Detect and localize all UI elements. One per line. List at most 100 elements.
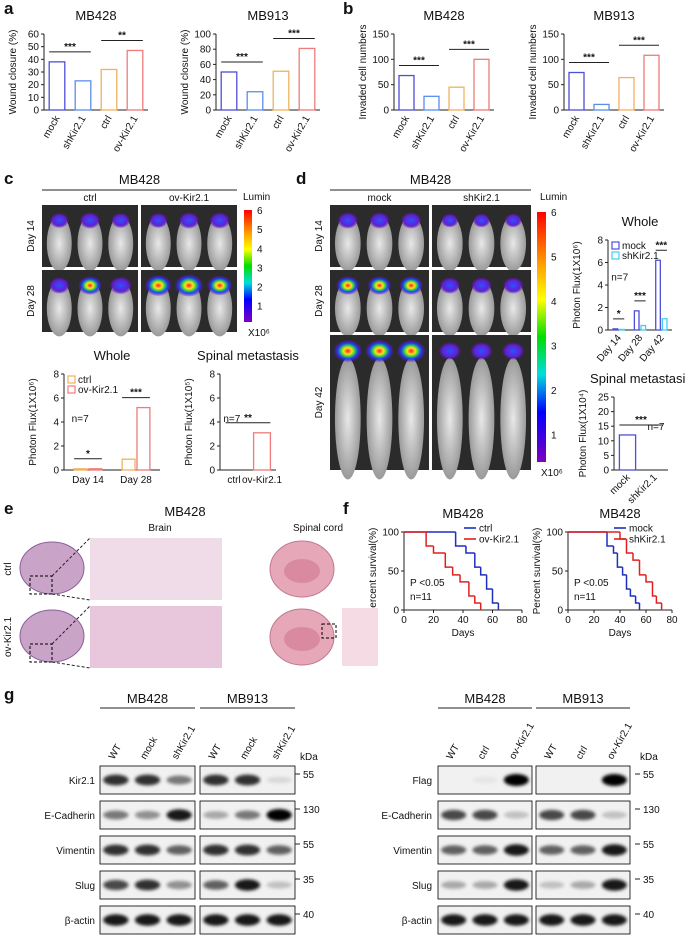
y-tick-label: 0: [597, 326, 603, 337]
signal: [397, 340, 426, 362]
mouse: [334, 280, 361, 337]
blot-band: [134, 774, 161, 786]
bar: [661, 318, 668, 331]
y-axis-label: Percent survival(%): [532, 528, 543, 615]
significance-label: ***: [130, 388, 142, 399]
blot-band: [103, 914, 129, 926]
bar: [126, 49, 144, 111]
survival-step: [468, 581, 475, 597]
protein-label: Vimentin: [393, 846, 432, 857]
y-tick-label: 150: [372, 30, 389, 41]
x-tick-label: ov-Kir2.1: [628, 114, 658, 155]
y-tick-label: 4: [209, 418, 215, 429]
y-tick-label: 100: [546, 528, 563, 539]
mouse: [436, 357, 463, 480]
survival-step: [444, 553, 453, 568]
blot-band: [472, 809, 498, 821]
column-label: Spinal cord: [293, 523, 343, 534]
blot-band: [234, 844, 261, 856]
zoom-guide: [51, 661, 91, 669]
lane-label: ov-Kir2.1: [605, 721, 635, 762]
y-axis-label: Photon Flux(1X10⁶): [28, 378, 39, 466]
cell-line-label: MB428: [464, 691, 505, 706]
significance-label: ***: [413, 56, 425, 67]
mouse: [145, 215, 171, 272]
survival-step: [619, 532, 627, 540]
image-title: MB428: [410, 172, 451, 187]
legend-label: mock: [629, 524, 654, 535]
blot-band: [601, 774, 627, 786]
blot-band: [266, 809, 292, 821]
y-axis-label: Invaded cell numbers: [528, 24, 539, 119]
y-tick-label: 0: [205, 106, 211, 117]
x-tick-label: shKir2.1: [409, 114, 437, 152]
blot-band: [134, 914, 161, 926]
survival-step: [655, 595, 662, 604]
significance-label: ***: [655, 240, 667, 251]
note: n=11: [410, 592, 432, 603]
y-tick-label: 2: [597, 303, 603, 314]
y-tick-label: 60: [200, 60, 212, 71]
survival-step: [479, 567, 487, 576]
zoom-guide: [51, 605, 91, 645]
y-tick-label: 50: [388, 567, 400, 578]
survival-step: [616, 553, 623, 568]
colorbar-tick-label: 6: [257, 206, 263, 217]
significance-label: ***: [633, 35, 645, 46]
survival-step: [606, 532, 614, 547]
row-label: ctrl: [3, 562, 14, 575]
survival-step: [454, 532, 466, 547]
mouse: [468, 280, 495, 337]
signal: [441, 213, 459, 228]
y-tick-label: 50: [548, 80, 560, 91]
colorbar-tick-label: 5: [551, 253, 557, 264]
blot-band: [441, 881, 467, 889]
row-label: Day 42: [314, 386, 325, 418]
signal: [369, 212, 390, 229]
y-tick-label: 0: [383, 106, 389, 117]
colorbar-tick-label: 4: [551, 297, 557, 308]
lane-label: ctrl: [476, 744, 492, 761]
column-label: Brain: [148, 523, 171, 534]
panel-label: b: [343, 0, 353, 18]
y-tick-label: 50: [378, 80, 390, 91]
y-tick-label: 5: [603, 451, 609, 462]
survival-step: [474, 553, 481, 568]
y-axis-label: Photon Flux(1X10⁵): [184, 378, 195, 466]
signal: [111, 213, 130, 228]
legend-label: shKir2.1: [622, 251, 659, 262]
signal: [439, 342, 461, 360]
signal: [471, 277, 492, 294]
bar: [74, 80, 92, 111]
lane-label: shKir2.1: [270, 724, 298, 762]
marker-label: 55: [643, 770, 655, 781]
blot-band: [472, 845, 498, 855]
colorbar-tick-label: 1: [257, 302, 263, 313]
blot-band: [266, 776, 292, 784]
image-title: MB428: [119, 172, 160, 187]
colorbar-label: Lumin: [243, 192, 270, 203]
y-axis-label: Photon Flux(1X10⁶): [572, 241, 583, 329]
bar: [568, 71, 585, 111]
blot-band: [203, 914, 229, 926]
row-label: Day 28: [314, 285, 325, 317]
blot-band: [539, 845, 565, 855]
blot-band: [601, 914, 627, 926]
legend-swatch: [611, 241, 620, 250]
y-tick-label: 20: [598, 407, 610, 418]
y-tick-label: 0: [603, 466, 609, 477]
chart-title: Spinal metastasis: [197, 348, 299, 363]
y-tick-label: 10: [28, 93, 40, 104]
x-tick-label: shKir2.1: [233, 114, 261, 152]
bar: [398, 74, 415, 111]
bar: [618, 76, 635, 111]
cell-line-label: MB428: [127, 691, 168, 706]
colorbar-tick-label: 3: [551, 342, 557, 353]
blot-band: [103, 774, 129, 786]
significance-label: **: [244, 413, 252, 424]
x-tick-label: shKir2.1: [61, 114, 89, 152]
colorbar-tick-label: 6: [551, 208, 557, 219]
bar: [100, 68, 118, 111]
y-tick-label: 20: [200, 90, 212, 101]
blot-band: [441, 845, 467, 855]
